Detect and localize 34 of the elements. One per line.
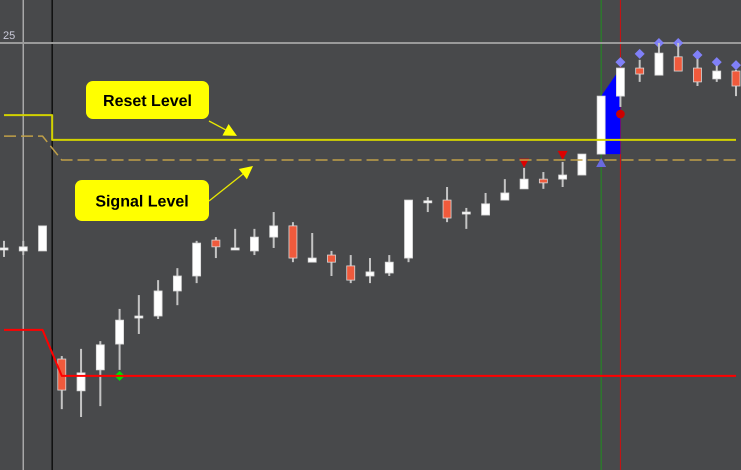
candlestick [442,186,452,224]
point [596,158,606,168]
candlestick [230,228,240,250]
candlestick [558,160,568,188]
point [615,57,626,68]
candlestick [0,240,8,258]
candlestick [635,58,644,83]
point [712,57,722,68]
candlestick [346,254,356,284]
candlestick [538,171,548,190]
candlestick [327,250,336,277]
annotation: Signal Level [95,194,189,210]
point [634,48,645,59]
candlestick [172,267,182,306]
point [692,50,702,60]
candlestick [462,206,471,230]
point [558,150,568,160]
candlestick [76,348,86,418]
annotation: Reset Level [103,93,192,110]
candlestick [18,240,28,256]
candlestick [115,308,124,371]
candlestick [211,236,220,260]
candlestick [500,178,510,202]
text: 25 [3,30,16,42]
candlestick [577,154,586,176]
candlestick [269,211,278,249]
candlestick [308,232,317,264]
candlestick [481,192,490,216]
candlestick [384,254,394,277]
candlestick [250,228,259,256]
candlestick [134,294,144,335]
point [731,60,741,70]
candlestick [366,257,374,284]
point [616,110,625,118]
